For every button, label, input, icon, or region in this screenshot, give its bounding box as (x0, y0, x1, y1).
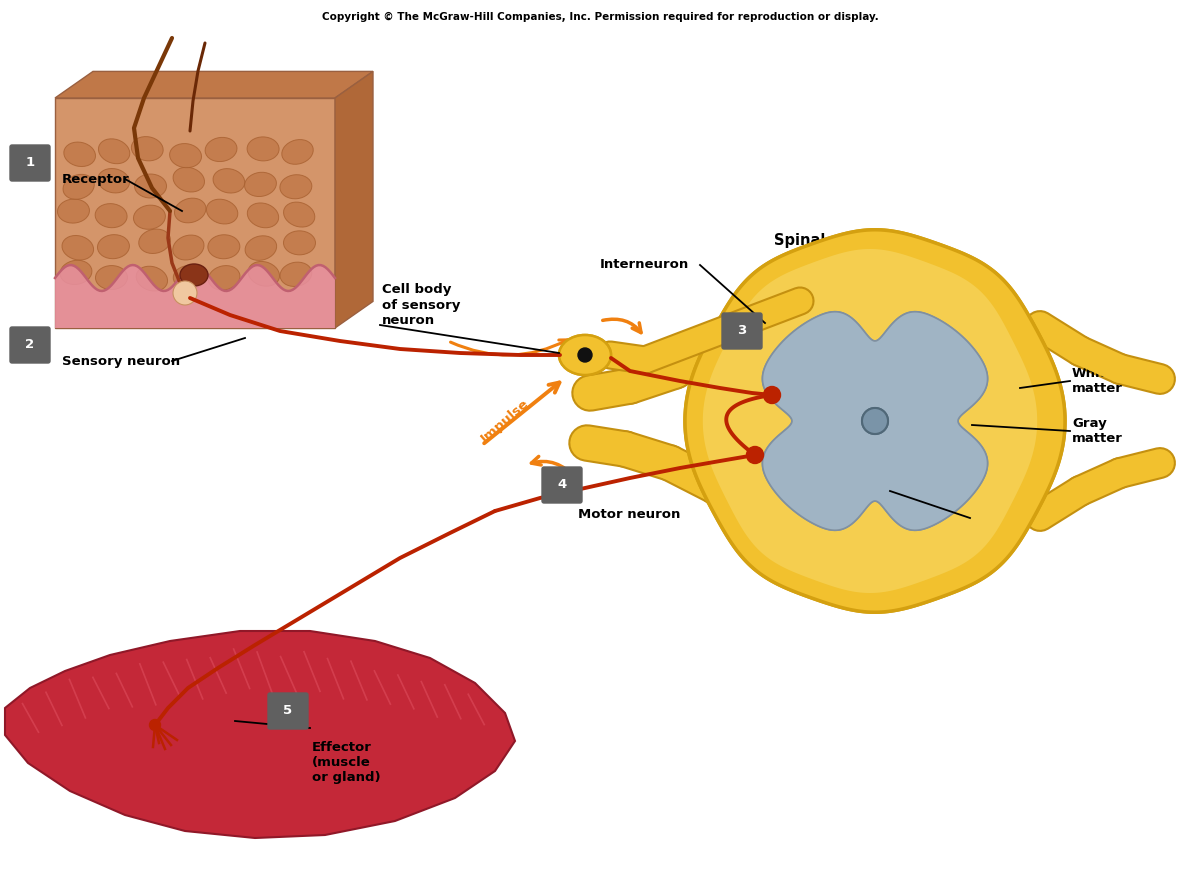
Text: Receptor: Receptor (62, 172, 130, 186)
Polygon shape (703, 249, 1037, 593)
Circle shape (763, 387, 780, 404)
Circle shape (746, 446, 763, 463)
Text: Gray
matter: Gray matter (1072, 417, 1123, 445)
Polygon shape (55, 71, 373, 98)
Polygon shape (762, 312, 988, 530)
Ellipse shape (173, 265, 205, 289)
Ellipse shape (248, 262, 280, 287)
Text: Central
canal: Central canal (972, 523, 1026, 551)
Polygon shape (55, 98, 335, 328)
Ellipse shape (209, 265, 240, 290)
Ellipse shape (173, 167, 204, 192)
Ellipse shape (98, 169, 130, 193)
Ellipse shape (58, 199, 90, 223)
Ellipse shape (60, 260, 92, 285)
Polygon shape (762, 312, 988, 530)
Text: Motor neuron: Motor neuron (578, 508, 680, 522)
Ellipse shape (131, 137, 163, 161)
Circle shape (862, 408, 888, 434)
Ellipse shape (174, 198, 206, 223)
Ellipse shape (559, 335, 611, 375)
Ellipse shape (245, 172, 276, 196)
Ellipse shape (97, 235, 130, 259)
Ellipse shape (283, 230, 316, 255)
Ellipse shape (95, 204, 127, 228)
Ellipse shape (280, 263, 312, 287)
Ellipse shape (133, 205, 166, 230)
FancyBboxPatch shape (268, 693, 308, 729)
Text: 4: 4 (557, 479, 566, 491)
Ellipse shape (559, 335, 611, 375)
Ellipse shape (64, 142, 96, 166)
Text: Ventral: Ventral (835, 559, 908, 577)
Polygon shape (335, 71, 373, 328)
Polygon shape (685, 230, 1066, 613)
Circle shape (862, 408, 888, 434)
Text: Spinal cord: Spinal cord (774, 233, 866, 248)
Polygon shape (685, 230, 1066, 613)
Text: 3: 3 (737, 324, 746, 338)
Ellipse shape (282, 139, 313, 164)
Ellipse shape (247, 203, 278, 228)
Ellipse shape (280, 175, 312, 199)
Text: Copyright © The McGraw-Hill Companies, Inc. Permission required for reproduction: Copyright © The McGraw-Hill Companies, I… (322, 12, 878, 22)
Ellipse shape (283, 202, 314, 227)
Ellipse shape (208, 235, 240, 259)
Ellipse shape (214, 169, 245, 193)
Text: 1: 1 (25, 156, 35, 170)
FancyBboxPatch shape (722, 313, 762, 349)
Text: Interneuron: Interneuron (600, 258, 689, 271)
Ellipse shape (134, 174, 167, 198)
Text: Cell body
of sensory
neuron: Cell body of sensory neuron (382, 282, 461, 328)
Polygon shape (703, 249, 1037, 593)
Text: Dorsal: Dorsal (863, 262, 928, 280)
Ellipse shape (247, 137, 280, 161)
Ellipse shape (64, 174, 95, 199)
Circle shape (578, 348, 592, 362)
FancyBboxPatch shape (542, 467, 582, 503)
Text: 5: 5 (283, 705, 293, 717)
Text: Sensory neuron: Sensory neuron (62, 355, 180, 368)
Text: Effector
(muscle
or gland): Effector (muscle or gland) (312, 741, 380, 784)
Text: Impulse: Impulse (479, 396, 532, 446)
Ellipse shape (245, 236, 277, 261)
Ellipse shape (98, 138, 130, 163)
Text: White
matter: White matter (1072, 367, 1123, 395)
Polygon shape (5, 631, 515, 838)
FancyBboxPatch shape (10, 145, 50, 181)
Circle shape (173, 281, 197, 305)
Ellipse shape (62, 236, 94, 260)
Ellipse shape (139, 230, 170, 254)
FancyBboxPatch shape (10, 327, 50, 363)
Circle shape (150, 720, 161, 730)
Ellipse shape (169, 144, 202, 168)
Ellipse shape (136, 266, 168, 291)
Ellipse shape (205, 138, 236, 162)
Ellipse shape (173, 235, 204, 260)
Polygon shape (55, 265, 335, 328)
Ellipse shape (206, 199, 238, 224)
Text: 2: 2 (25, 338, 35, 352)
Ellipse shape (180, 264, 208, 286)
Ellipse shape (96, 265, 127, 289)
